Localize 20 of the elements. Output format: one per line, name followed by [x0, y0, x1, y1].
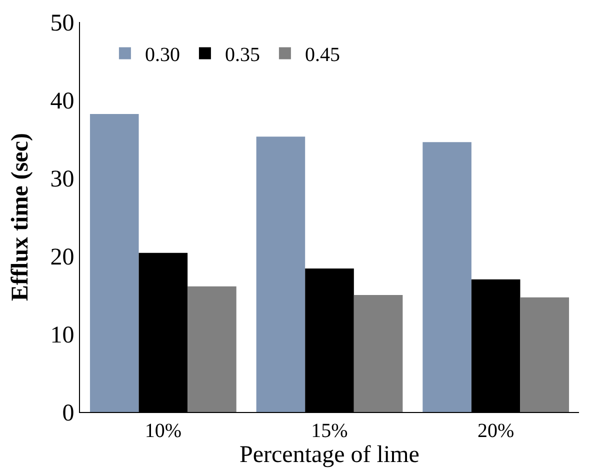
bar	[188, 286, 236, 412]
bar	[520, 297, 570, 412]
y-tick-label: 20	[50, 244, 74, 270]
x-tick-label: 15%	[311, 420, 348, 442]
x-axis-title: Percentage of lime	[240, 442, 420, 468]
y-tick-label: 10	[50, 322, 74, 348]
bar	[90, 114, 139, 412]
legend-label: 0.35	[224, 44, 260, 66]
legend-label: 0.45	[304, 44, 340, 66]
bar	[354, 295, 403, 412]
x-tick-label: 20%	[477, 420, 514, 442]
bar	[422, 142, 472, 412]
y-tick-label: 30	[50, 166, 74, 192]
y-axis-title: Efflux time (sec)	[7, 133, 34, 301]
y-tick-label: 50	[50, 10, 74, 36]
x-tick-label: 10%	[144, 420, 182, 442]
legend-label: 0.30	[144, 44, 180, 66]
y-tick-label: 0	[62, 400, 74, 426]
bar	[256, 136, 306, 412]
y-tick-label: 40	[50, 88, 74, 114]
